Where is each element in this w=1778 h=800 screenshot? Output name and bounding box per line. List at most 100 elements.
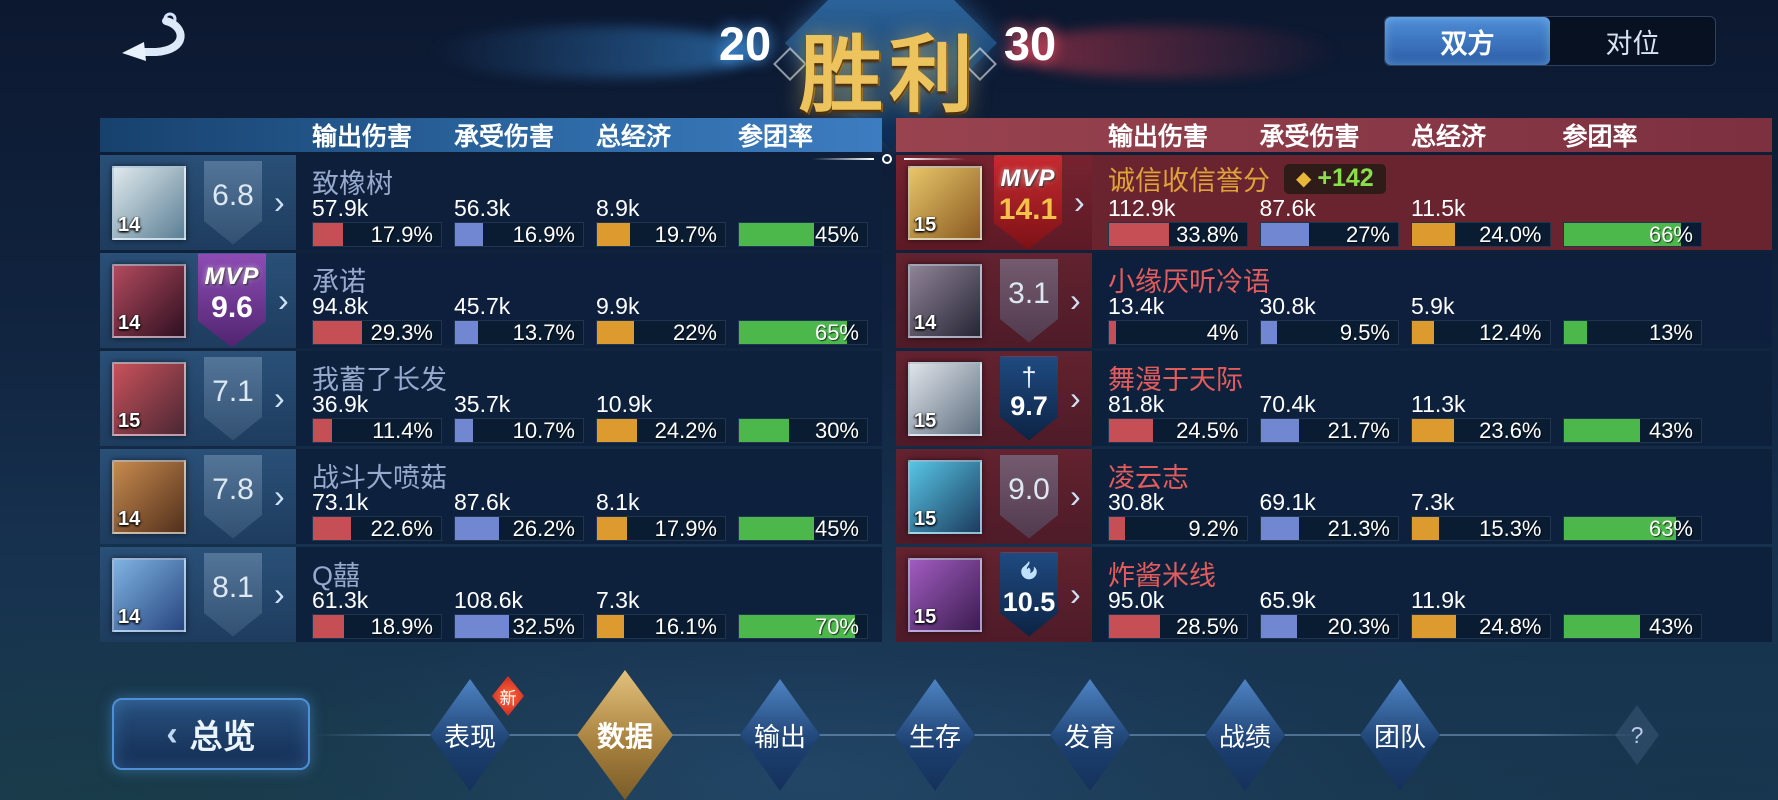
stat-bar: 10.7% xyxy=(454,418,584,443)
tab-lane-matchup[interactable]: 对位 xyxy=(1605,28,1660,59)
player-row[interactable]: 14 MVP 9.6 › 承诺 94.8k 29.3% 45.7k 13.7% 9.9… xyxy=(100,253,882,348)
stat-percent: 23.6% xyxy=(1479,418,1542,443)
hero-avatar[interactable]: 14 xyxy=(908,263,982,338)
economy-stat: 8.9k 19.7% xyxy=(596,195,726,247)
tab-data[interactable]: 数据 xyxy=(577,670,673,800)
stat-bar: 33.8% xyxy=(1108,222,1248,247)
stat-percent: 30% xyxy=(814,418,859,443)
player-name-text: 诚信收信誉分 xyxy=(1108,166,1270,196)
hero-avatar[interactable]: 15 xyxy=(908,459,982,534)
stat-percent: 13% xyxy=(1648,320,1693,345)
stat-percent: 10.7% xyxy=(512,418,575,443)
help-button[interactable]: ? xyxy=(1615,705,1659,765)
stat-bar: 29.3% xyxy=(312,320,442,345)
player-row[interactable]: 14 7.8 › 战斗大喷菇 73.1k 22.6% 87.6k 26.2% 8.1… xyxy=(100,449,882,544)
stat-percent: 22% xyxy=(672,320,717,345)
view-toggle: 双方 对位 xyxy=(1384,16,1716,66)
hero-avatar[interactable]: 15 xyxy=(112,361,186,436)
stat-percent: 43% xyxy=(1648,418,1693,443)
rating-value: 14.1 xyxy=(998,192,1058,226)
chevron-right-icon[interactable]: › xyxy=(1074,184,1085,220)
damage-stat: 112.9k 33.8% xyxy=(1108,195,1248,247)
hero-avatar[interactable]: 14 xyxy=(112,459,186,534)
tab-team[interactable]: 团队 xyxy=(1360,679,1440,791)
economy-stat: 9.9k 22% xyxy=(596,293,726,345)
player-row[interactable]: 15 7.1 › 我蓄了长发 36.9k 11.4% 35.7k 10.7% 10.… xyxy=(100,351,882,446)
tab-both-sides[interactable]: 双方 xyxy=(1385,17,1550,65)
stat-bar: 43% xyxy=(1562,418,1702,443)
damage-stat: 81.8k 24.5% xyxy=(1108,391,1248,443)
taken-stat: 45.7k 13.7% xyxy=(454,293,584,345)
tab-output[interactable]: 输出 xyxy=(740,679,820,791)
hero-avatar[interactable]: 14 xyxy=(112,263,186,338)
player-row[interactable]: 15 † 9.7 › 舞漫于天际 81.8k 24.5% 70.4k 21.7% 11… xyxy=(896,351,1772,446)
economy-stat: 11.9k 24.8% xyxy=(1411,587,1551,639)
stat-percent: 9.5% xyxy=(1339,320,1390,345)
chevron-right-icon[interactable]: › xyxy=(278,282,289,318)
player-row[interactable]: 14 8.1 › Q囍 61.3k 18.9% 108.6k 32.5% 7.3k 1… xyxy=(100,547,882,642)
stat-bar: 16.9% xyxy=(454,222,584,247)
stat-percent: 28.5% xyxy=(1176,614,1239,639)
taken-stat: 70.4k 21.7% xyxy=(1259,391,1399,443)
rating-value: 9.7 xyxy=(1010,390,1048,421)
economy-stat: 11.3k 23.6% xyxy=(1411,391,1551,443)
player-row[interactable]: 14 3.1 › 小缘厌听冷语 13.4k 4% 30.8k 9.5% 5.9k 12… xyxy=(896,253,1772,348)
stat-percent: 45% xyxy=(814,222,859,247)
player-name: 小缘厌听冷语 xyxy=(1108,267,1270,297)
hero-level: 15 xyxy=(914,213,937,236)
stat-bar: 32.5% xyxy=(454,614,584,639)
stat-value: 112.9k xyxy=(1108,195,1176,221)
stat-percent: 45% xyxy=(814,516,859,541)
bottom-navigation: ‹ 总览 表现 新 数据 输出 生存 发育 战绩 团队 ? xyxy=(0,670,1778,800)
tab-growth[interactable]: 发育 xyxy=(1050,679,1130,791)
avatar-panel: 14 6.8 › xyxy=(100,155,296,250)
player-row[interactable]: 15 9.0 › 凌云志 30.8k 9.2% 69.1k 21.3% 7.3k 15… xyxy=(896,449,1772,544)
chevron-right-icon[interactable]: › xyxy=(274,576,285,612)
stat-value: 73.1k xyxy=(312,489,369,515)
col-participation: 参团率 xyxy=(738,123,814,151)
rating-badge-sword: † 9.7 xyxy=(1000,356,1058,441)
stat-percent: 18.9% xyxy=(370,614,433,639)
flame-icon xyxy=(1018,559,1040,587)
chevron-right-icon[interactable]: › xyxy=(1070,478,1081,514)
chevron-right-icon[interactable]: › xyxy=(274,184,285,220)
stat-value: 11.3k xyxy=(1411,391,1466,417)
stat-percent: 29.3% xyxy=(370,320,433,345)
hero-level: 14 xyxy=(914,311,937,334)
hero-avatar[interactable]: 14 xyxy=(112,557,186,632)
participation-stat: 45% xyxy=(738,489,868,541)
hero-avatar[interactable]: 15 xyxy=(908,557,982,632)
damage-stat: 61.3k 18.9% xyxy=(312,587,442,639)
hero-avatar[interactable]: 15 xyxy=(908,165,982,240)
player-row[interactable]: 14 6.8 › 致橡树 57.9k 17.9% 56.3k 16.9% 8.9k 1… xyxy=(100,155,882,250)
stat-percent: 12.4% xyxy=(1479,320,1542,345)
stats-panel: 炸酱米线 95.0k 28.5% 65.9k 20.3% 11.9k 24.8% 43… xyxy=(1092,547,1772,642)
red-team-table: 输出伤害 承受伤害 总经济 参团率 15 MVP 14.1 › 诚信收信誉分 ◆ +1… xyxy=(896,118,1772,642)
chevron-right-icon[interactable]: › xyxy=(1070,576,1081,612)
hero-level: 14 xyxy=(118,213,141,236)
player-row-mvp[interactable]: 15 MVP 14.1 › 诚信收信誉分 ◆ +142 112.9k 33.8% 87.… xyxy=(896,155,1772,250)
stat-bar: 24.0% xyxy=(1411,222,1551,247)
chevron-right-icon[interactable]: › xyxy=(274,478,285,514)
participation-stat: 45% xyxy=(738,195,868,247)
emblem-accent-left xyxy=(773,47,807,81)
stat-value: 87.6k xyxy=(454,489,511,515)
hero-avatar[interactable]: 15 xyxy=(908,361,982,436)
return-arrow-icon[interactable] xyxy=(110,10,194,64)
player-name: 凌云志 xyxy=(1108,463,1189,493)
blue-team-score: 20 xyxy=(718,17,772,70)
player-row[interactable]: 15 10.5 › 炸酱米线 95.0k 28.5% 65.9k 20.3% 11.… xyxy=(896,547,1772,642)
stat-value: 8.9k xyxy=(596,195,640,221)
chevron-right-icon[interactable]: › xyxy=(274,380,285,416)
credit-bonus: +142 xyxy=(1317,164,1374,192)
taken-stat: 30.8k 9.5% xyxy=(1259,293,1399,345)
col-economy: 总经济 xyxy=(1411,123,1487,151)
chevron-right-icon[interactable]: › xyxy=(1070,282,1081,318)
tab-survival[interactable]: 生存 xyxy=(895,679,975,791)
overview-button[interactable]: ‹ 总览 xyxy=(112,698,310,770)
chevron-right-icon[interactable]: › xyxy=(1070,380,1081,416)
stat-value: 11.9k xyxy=(1411,587,1466,613)
col-damage: 输出伤害 xyxy=(312,123,413,151)
hero-avatar[interactable]: 14 xyxy=(112,165,186,240)
tab-record[interactable]: 战绩 xyxy=(1205,679,1285,791)
